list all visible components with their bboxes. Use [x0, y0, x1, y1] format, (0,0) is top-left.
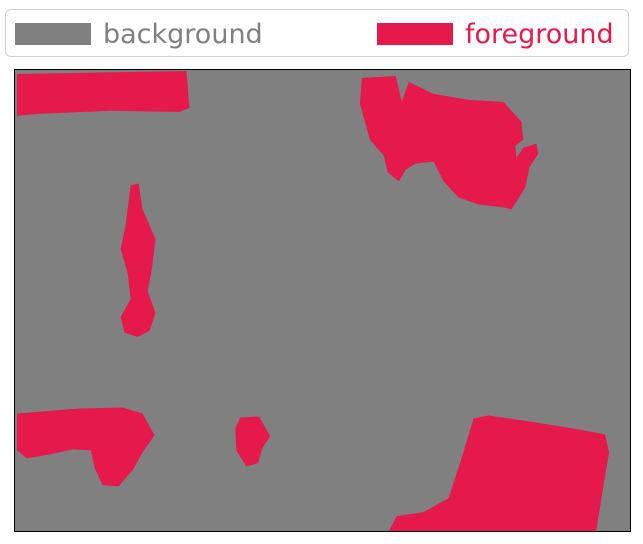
foreground-region-top-right	[359, 75, 539, 210]
foreground-region-left-middle	[120, 183, 156, 337]
foreground-region-small-blob	[235, 416, 271, 467]
mask-canvas	[15, 70, 630, 531]
foreground-region-top-left	[16, 70, 190, 116]
legend: background foreground	[5, 9, 629, 57]
background-swatch	[15, 23, 91, 45]
foreground-region-bottom-left	[16, 407, 155, 487]
legend-entry-foreground: foreground	[377, 10, 614, 58]
background-label: background	[103, 18, 263, 50]
foreground-label: foreground	[465, 18, 614, 50]
legend-entry-background: background	[15, 10, 263, 58]
segmentation-mask	[14, 69, 631, 532]
foreground-swatch	[377, 23, 453, 45]
foreground-region-bottom-right	[388, 415, 610, 531]
